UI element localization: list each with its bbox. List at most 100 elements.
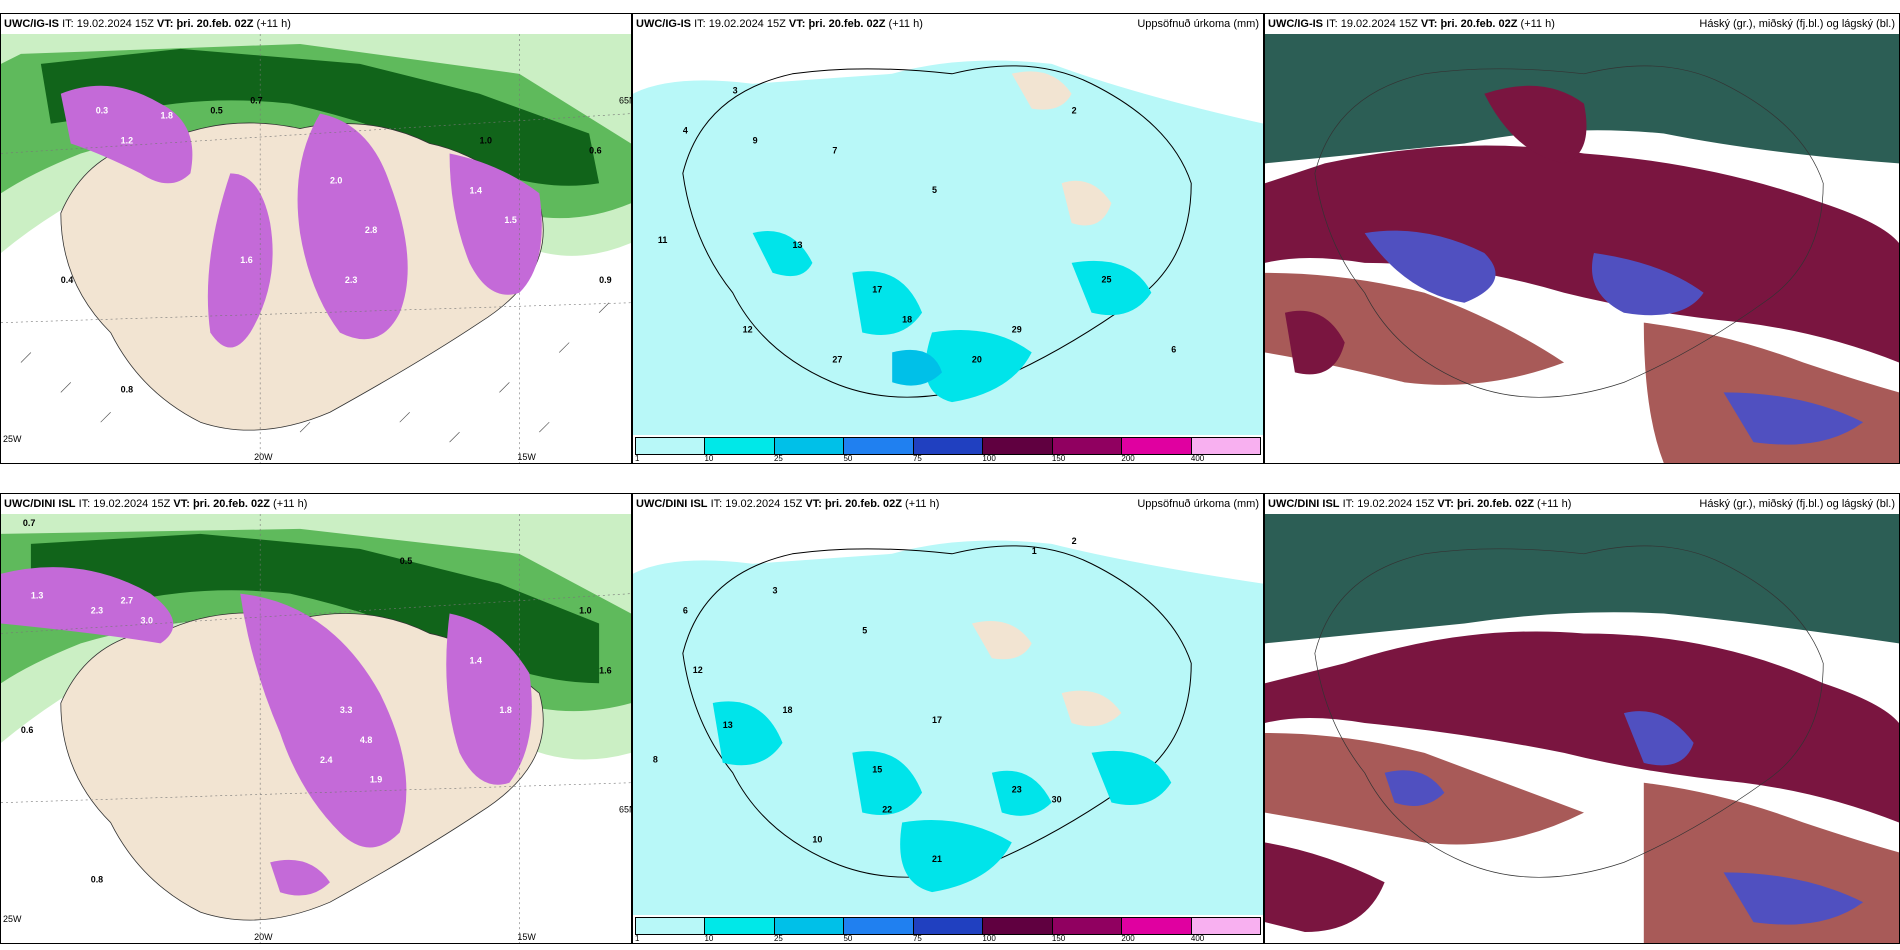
model-name: UWC/IG-IS (1268, 18, 1323, 30)
it-value: 19.02.2024 15Z (708, 18, 786, 30)
value-label: 8 (653, 755, 658, 765)
model-name: UWC/DINI ISL (4, 498, 76, 510)
value-label: 1 (1032, 546, 1037, 556)
grid-label: 25W (3, 914, 22, 924)
panel-precip-bottom: UWC/DINI ISL IT: 19.02.2024 15Z VT: þri.… (632, 493, 1264, 944)
legend-tick: 10 (704, 454, 714, 463)
grid-label: 65N (619, 96, 631, 106)
value-label: 15 (872, 765, 882, 775)
value-label: 23 (1012, 785, 1022, 795)
it-value: 19.02.2024 15Z (725, 498, 803, 510)
legend-tick: 400 (1190, 454, 1205, 463)
value-label: 5 (862, 625, 867, 635)
panel-header: UWC/DINI ISL IT: 19.02.2024 15Z VT: þri.… (1, 494, 631, 514)
grid-label: 20W (254, 452, 273, 462)
value-label: 0.8 (91, 874, 103, 884)
value-label: 22 (882, 805, 892, 815)
vt-label: VT: (1437, 498, 1454, 510)
value-label: 0.5 (210, 106, 222, 116)
vt-label: VT: (173, 498, 190, 510)
grid-label: 25W (3, 434, 22, 444)
value-label: 2.8 (365, 225, 377, 235)
it-value: 19.02.2024 15Z (1340, 18, 1418, 30)
model-name: UWC/DINI ISL (1268, 498, 1340, 510)
it-value: 19.02.2024 15Z (1357, 498, 1435, 510)
it-label: IT: (710, 498, 723, 510)
value-label: 7 (832, 145, 837, 155)
value-label: 1.9 (370, 775, 382, 785)
cloud-map (1265, 514, 1899, 943)
precip-legend: 1 10 25 50 75 100 150 200 400 (633, 915, 1263, 943)
legend-ticks: 1 10 25 50 75 100 150 200 400 (635, 454, 1261, 463)
it-label: IT: (694, 18, 706, 30)
it-label: IT: (78, 498, 91, 510)
value-label: 0.3 (96, 106, 108, 116)
legend-tick: 150 (1051, 454, 1066, 463)
it-label: IT: (1326, 18, 1338, 30)
value-label: 0.9 (599, 275, 611, 285)
legend-swatch (844, 918, 914, 934)
it-value: 19.02.2024 15Z (93, 498, 171, 510)
value-label: 11 (658, 235, 667, 245)
value-label: 12 (743, 325, 753, 335)
legend-tick: 100 (982, 454, 996, 463)
model-name: UWC/IG-IS (636, 18, 691, 30)
it-label: IT: (62, 18, 74, 30)
value-label: 2.3 (91, 606, 103, 616)
value-label: 0.7 (250, 96, 262, 106)
value-label: 21 (932, 854, 942, 864)
legend-tick: 1 (635, 454, 640, 463)
wind-map-svg: 20W 15W 25W 65N 0.7 1.3 2.3 2.7 3.0 0.5 … (1, 514, 631, 943)
vt-label: VT: (1420, 18, 1438, 30)
value-label: 1.4 (470, 655, 482, 665)
lead-time: (+11 h) (1520, 18, 1555, 30)
value-label: 3 (773, 586, 778, 596)
lead-time: (+11 h) (905, 498, 940, 510)
legend-tick: 50 (843, 454, 853, 463)
panel-clouds-top: UWC/IG-IS IT: 19.02.2024 15Z VT: þri. 20… (1264, 13, 1900, 464)
value-label: 2.7 (121, 596, 133, 606)
legend-ticks: 1 10 25 50 75 100 150 200 400 (635, 934, 1261, 943)
precip-map-svg: 1 2 3 5 6 8 10 12 13 15 17 18 21 22 23 3… (633, 514, 1263, 915)
panel-clouds-bottom: UWC/DINI ISL IT: 19.02.2024 15Z VT: þri.… (1264, 493, 1900, 944)
panel-header: UWC/IG-IS IT: 19.02.2024 15Z VT: þri. 20… (1265, 14, 1899, 34)
value-label: 1.0 (479, 135, 491, 145)
vt-value: þri. 20.feb. 02Z (824, 498, 902, 510)
lead-time: (+11 h) (273, 498, 308, 510)
legend-swatch (636, 438, 706, 454)
grid-label: 65N (619, 805, 631, 815)
value-label: 2.0 (330, 175, 342, 185)
value-label: 13 (792, 240, 802, 250)
grid-label: 15W (517, 452, 536, 462)
grid-label: 15W (517, 932, 536, 942)
legend-tick: 25 (773, 454, 783, 463)
value-label: 0.6 (589, 145, 601, 155)
panel-precip-top: UWC/IG-IS IT: 19.02.2024 15Z VT: þri. 20… (632, 13, 1264, 464)
value-label: 1.8 (499, 705, 511, 715)
panel-wind-top: UWC/IG-IS IT: 19.02.2024 15Z VT: þri. 20… (0, 13, 632, 464)
legend-swatch (913, 438, 984, 454)
value-label: 1.8 (160, 111, 172, 121)
value-label: 20 (972, 354, 982, 364)
panel-header: UWC/IG-IS IT: 19.02.2024 15Z VT: þri. 20… (1, 14, 631, 34)
value-label: 1.3 (31, 591, 43, 601)
vt-label: VT: (156, 18, 174, 30)
value-label: 0.8 (121, 384, 133, 394)
legend-swatch (705, 918, 775, 934)
grid-label: 20W (254, 932, 273, 942)
vt-label: VT: (788, 18, 806, 30)
cloud-map (1265, 34, 1899, 463)
wind-map: 20W 15W 25W 65N 0.3 1.2 1.8 2.3 0.5 0.7 … (1, 34, 631, 463)
value-label: 17 (932, 715, 942, 725)
legend-tick: 150 (1051, 934, 1066, 943)
value-label: 9 (753, 135, 758, 145)
legend-swatch (636, 918, 706, 934)
value-label: 0.6 (21, 725, 33, 735)
legend-swatch (1122, 438, 1192, 454)
value-label: 6 (1171, 344, 1176, 354)
value-label: 1.6 (599, 665, 611, 675)
legend-swatch (1191, 438, 1260, 454)
lead-time: (+11 h) (1537, 498, 1572, 510)
legend-swatch (1122, 918, 1192, 934)
panel-title: Uppsöfnuð úrkoma (mm) (1137, 498, 1259, 510)
